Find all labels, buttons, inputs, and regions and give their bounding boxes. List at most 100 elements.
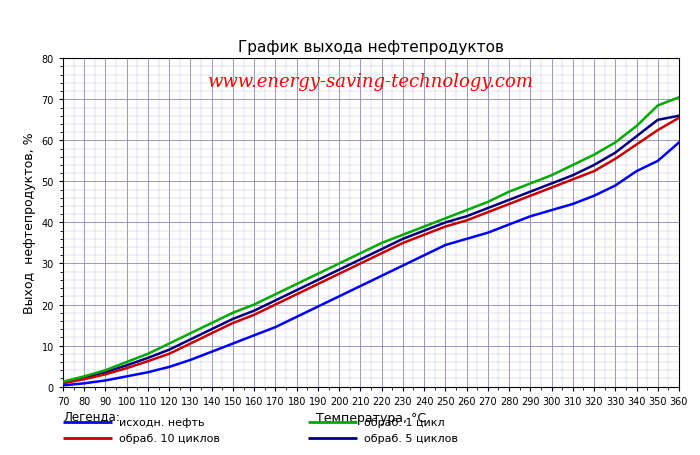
исходн. нефть <box>441 243 449 248</box>
обраб. 1 цикл <box>271 292 279 298</box>
исходн. нефть <box>59 383 67 388</box>
обраб. 1 цикл <box>122 359 131 365</box>
обраб. 1 цикл <box>590 152 598 158</box>
исходн. нефть <box>80 381 88 386</box>
исходн. нефть <box>335 294 343 299</box>
обраб. 10 циклов <box>335 271 343 277</box>
обраб. 1 цикл <box>505 189 513 195</box>
обраб. 1 цикл <box>250 302 258 308</box>
обраб. 10 циклов <box>314 282 322 287</box>
обраб. 10 циклов <box>463 218 471 223</box>
обраб. 1 цикл <box>59 379 67 384</box>
Text: обраб. 5 циклов: обраб. 5 циклов <box>364 433 458 443</box>
Text: Легенда:: Легенда: <box>63 410 120 423</box>
обраб. 1 цикл <box>611 140 620 146</box>
обраб. 10 циклов <box>207 331 216 336</box>
обраб. 1 цикл <box>293 282 301 287</box>
обраб. 5 циклов <box>186 337 195 342</box>
обраб. 1 цикл <box>463 208 471 213</box>
обраб. 5 циклов <box>144 355 152 361</box>
исходн. нефть <box>102 378 110 383</box>
Text: исходн. нефть: исходн. нефть <box>119 417 204 427</box>
X-axis label: Температура, °C: Температура, °C <box>316 411 426 424</box>
обраб. 1 цикл <box>632 124 640 129</box>
Text: обраб. 10 циклов: обраб. 10 циклов <box>119 433 220 443</box>
обраб. 10 циклов <box>186 341 195 347</box>
Title: График выхода нефтепродуктов: График выхода нефтепродуктов <box>238 40 504 55</box>
обраб. 10 циклов <box>165 351 174 357</box>
обраб. 5 циклов <box>399 237 407 242</box>
Text: обраб. 1 цикл: обраб. 1 цикл <box>364 417 444 427</box>
обраб. 5 циклов <box>654 118 662 123</box>
исходн. нефть <box>250 333 258 339</box>
обраб. 10 циклов <box>80 377 88 382</box>
обраб. 10 циклов <box>590 169 598 174</box>
исходн. нефть <box>484 230 492 236</box>
обраб. 5 циклов <box>526 189 535 195</box>
исходн. нефть <box>122 374 131 379</box>
обраб. 1 цикл <box>675 95 683 101</box>
обраб. 1 цикл <box>377 241 386 246</box>
обраб. 10 циклов <box>59 381 67 386</box>
исходн. нефть <box>611 183 620 189</box>
обраб. 5 циклов <box>441 220 449 226</box>
Line: обраб. 5 циклов: обраб. 5 циклов <box>63 116 679 383</box>
обраб. 10 циклов <box>611 157 620 162</box>
исходн. нефть <box>654 159 662 164</box>
обраб. 10 циклов <box>675 116 683 121</box>
обраб. 10 циклов <box>250 312 258 318</box>
исходн. нефть <box>526 214 535 219</box>
обраб. 10 циклов <box>568 177 577 182</box>
обраб. 5 циклов <box>590 163 598 168</box>
обраб. 1 цикл <box>186 331 195 336</box>
обраб. 1 цикл <box>229 310 237 316</box>
Line: обраб. 1 цикл: обраб. 1 цикл <box>63 98 679 382</box>
исходн. нефть <box>207 349 216 355</box>
исходн. нефть <box>165 364 174 370</box>
обраб. 5 циклов <box>505 197 513 203</box>
обраб. 10 циклов <box>271 302 279 308</box>
обраб. 1 цикл <box>420 224 428 230</box>
обраб. 10 циклов <box>102 372 110 377</box>
обраб. 1 цикл <box>144 351 152 357</box>
исходн. нефть <box>144 369 152 375</box>
исходн. нефть <box>293 314 301 320</box>
обраб. 5 циклов <box>271 298 279 303</box>
обраб. 1 цикл <box>399 233 407 238</box>
обраб. 5 циклов <box>250 308 258 314</box>
обраб. 10 циклов <box>122 366 131 371</box>
исходн. нефть <box>186 358 195 363</box>
обраб. 5 циклов <box>356 257 365 263</box>
обраб. 5 циклов <box>335 267 343 273</box>
обраб. 5 циклов <box>229 317 237 322</box>
обраб. 5 циклов <box>207 327 216 332</box>
обраб. 1 цикл <box>356 251 365 257</box>
исходн. нефть <box>399 263 407 268</box>
обраб. 5 циклов <box>80 375 88 380</box>
обраб. 10 циклов <box>399 241 407 246</box>
исходн. нефть <box>356 284 365 289</box>
обраб. 10 циклов <box>632 142 640 148</box>
обраб. 10 циклов <box>505 202 513 207</box>
обраб. 10 циклов <box>526 194 535 199</box>
обраб. 10 циклов <box>377 251 386 257</box>
Y-axis label: Выход  нефтепродуктов, %: Выход нефтепродуктов, % <box>23 132 36 313</box>
обраб. 5 циклов <box>122 363 131 368</box>
исходн. нефть <box>271 325 279 330</box>
обраб. 1 цикл <box>526 181 535 187</box>
исходн. нефть <box>632 169 640 174</box>
обраб. 5 циклов <box>632 134 640 140</box>
обраб. 5 циклов <box>59 380 67 385</box>
обраб. 1 цикл <box>335 261 343 267</box>
обраб. 1 цикл <box>484 200 492 205</box>
обраб. 5 циклов <box>463 214 471 219</box>
исходн. нефть <box>568 202 577 207</box>
обраб. 5 циклов <box>293 288 301 293</box>
исходн. нефть <box>314 304 322 309</box>
исходн. нефть <box>547 208 556 213</box>
обраб. 5 циклов <box>377 247 386 252</box>
обраб. 1 цикл <box>654 103 662 109</box>
Line: обраб. 10 циклов: обраб. 10 циклов <box>63 118 679 384</box>
обраб. 5 циклов <box>420 228 428 234</box>
обраб. 10 циклов <box>293 292 301 298</box>
